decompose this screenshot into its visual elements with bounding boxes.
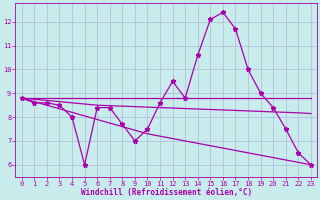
X-axis label: Windchill (Refroidissement éolien,°C): Windchill (Refroidissement éolien,°C) (81, 188, 252, 197)
